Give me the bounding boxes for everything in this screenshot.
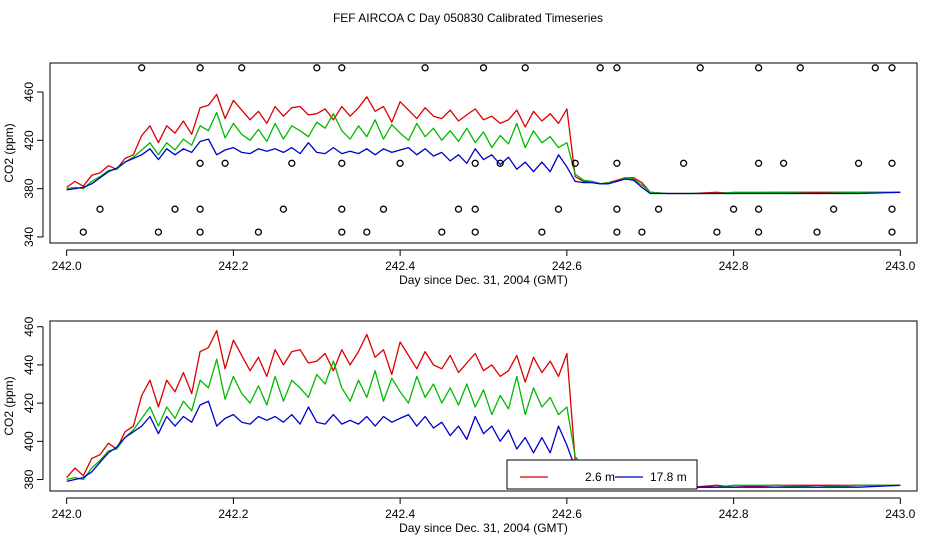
marker-point (471, 228, 479, 236)
y-axis-label: CO2 (ppm) (2, 376, 16, 435)
marker-point (613, 228, 621, 236)
x-tick-label: 242.2 (218, 507, 248, 521)
marker-point (654, 205, 663, 213)
marker-point (196, 205, 204, 213)
marker-point (613, 205, 621, 213)
series-line-2 (66, 400, 901, 488)
series-line-2 (66, 138, 901, 195)
marker-point (754, 228, 763, 236)
marker-point (238, 64, 246, 72)
marker-point (754, 64, 763, 72)
marker-point (379, 205, 388, 213)
x-tick-label: 243.0 (885, 259, 915, 273)
marker-point (596, 64, 604, 72)
x-tick-label: 242.0 (52, 259, 82, 273)
x-tick-label: 242.8 (719, 507, 749, 521)
marker-point (79, 228, 87, 236)
marker-point (96, 205, 104, 213)
marker-point (496, 159, 504, 167)
marker-point (171, 205, 179, 213)
marker-point (221, 159, 229, 167)
marker-point (279, 205, 288, 213)
bottom-panel: 242.0 242.2 242.4 242.6 242.8 243.0 Day since … (2, 316, 918, 535)
marker-point (521, 64, 529, 72)
x-tick-label: 242.0 (52, 507, 82, 521)
legend: 2.6 m 17.8 m (506, 459, 698, 490)
y-tick-label: 380 (22, 178, 36, 198)
y-tick-label: 400 (22, 431, 36, 451)
x-tick-label: 242.6 (552, 259, 582, 273)
y-tick-label: 460 (22, 82, 36, 102)
y-axis-label: CO2 (ppm) (2, 123, 16, 182)
marker-point (638, 228, 646, 236)
marker-point (338, 159, 346, 167)
legend-box (506, 459, 698, 490)
marker-point (338, 205, 346, 213)
marker-point (779, 159, 788, 167)
marker-point (613, 64, 621, 72)
series-line-1 (66, 358, 901, 488)
marker-point (729, 205, 738, 213)
marker-point (679, 159, 688, 167)
marker-point (888, 205, 896, 213)
marker-point (196, 228, 204, 236)
x-tick-label: 242.8 (719, 259, 749, 273)
legend-label: 17.8 m (650, 470, 687, 484)
marker-point (538, 228, 546, 236)
marker-point (396, 159, 404, 167)
marker-point (338, 228, 346, 236)
x-axis-label: Day since Dec. 31, 2004 (GMT) (399, 521, 568, 535)
x-axis-label: Day since Dec. 31, 2004 (GMT) (399, 273, 568, 287)
marker-point (421, 64, 429, 72)
marker-point (154, 228, 163, 236)
y-tick-label: 420 (22, 393, 36, 413)
x-tick-label: 243.0 (885, 507, 915, 521)
legend-label: 2.6 m (585, 470, 615, 484)
marker-point (829, 205, 838, 213)
marker-point (454, 205, 463, 213)
y-tick-label: 420 (22, 130, 36, 150)
marker-point (554, 205, 563, 213)
marker-point (254, 228, 263, 236)
x-tick-label: 242.2 (218, 259, 248, 273)
marker-point (363, 228, 371, 236)
y-tick-label: 380 (22, 469, 36, 489)
marker-point (613, 159, 621, 167)
marker-point (479, 64, 488, 72)
series-line-1 (66, 111, 901, 195)
marker-point (871, 64, 879, 72)
plot-frame (49, 320, 918, 492)
plot-frame (49, 62, 918, 244)
page-title: FEF AIRCOA C Day 050830 Calibrated Times… (333, 11, 603, 25)
marker-point (754, 159, 763, 167)
marker-point (471, 205, 479, 213)
marker-point (196, 159, 204, 167)
marker-point (571, 159, 579, 167)
y-tick-label: 460 (22, 316, 36, 336)
marker-point (888, 159, 896, 167)
marker-point (313, 64, 321, 72)
x-tick-label: 242.4 (385, 507, 415, 521)
x-tick-label: 242.4 (385, 259, 415, 273)
marker-point (196, 64, 204, 72)
marker-point (471, 159, 479, 167)
marker-point (288, 159, 296, 167)
marker-point (813, 228, 821, 236)
marker-point (796, 64, 804, 72)
y-tick-label: 340 (22, 227, 36, 247)
marker-point (854, 159, 863, 167)
y-tick-label: 440 (22, 355, 36, 375)
marker-point (713, 228, 721, 236)
marker-point (338, 64, 346, 72)
x-tick-label: 242.6 (552, 507, 582, 521)
marker-point (888, 64, 896, 72)
marker-point (696, 64, 704, 72)
marker-point (438, 228, 446, 236)
marker-point (888, 228, 896, 236)
marker-point (754, 205, 763, 213)
marker-point (138, 64, 146, 72)
top-panel: 242.0 242.2 242.4 242.6 242.8 243.0 Day since … (2, 62, 918, 287)
